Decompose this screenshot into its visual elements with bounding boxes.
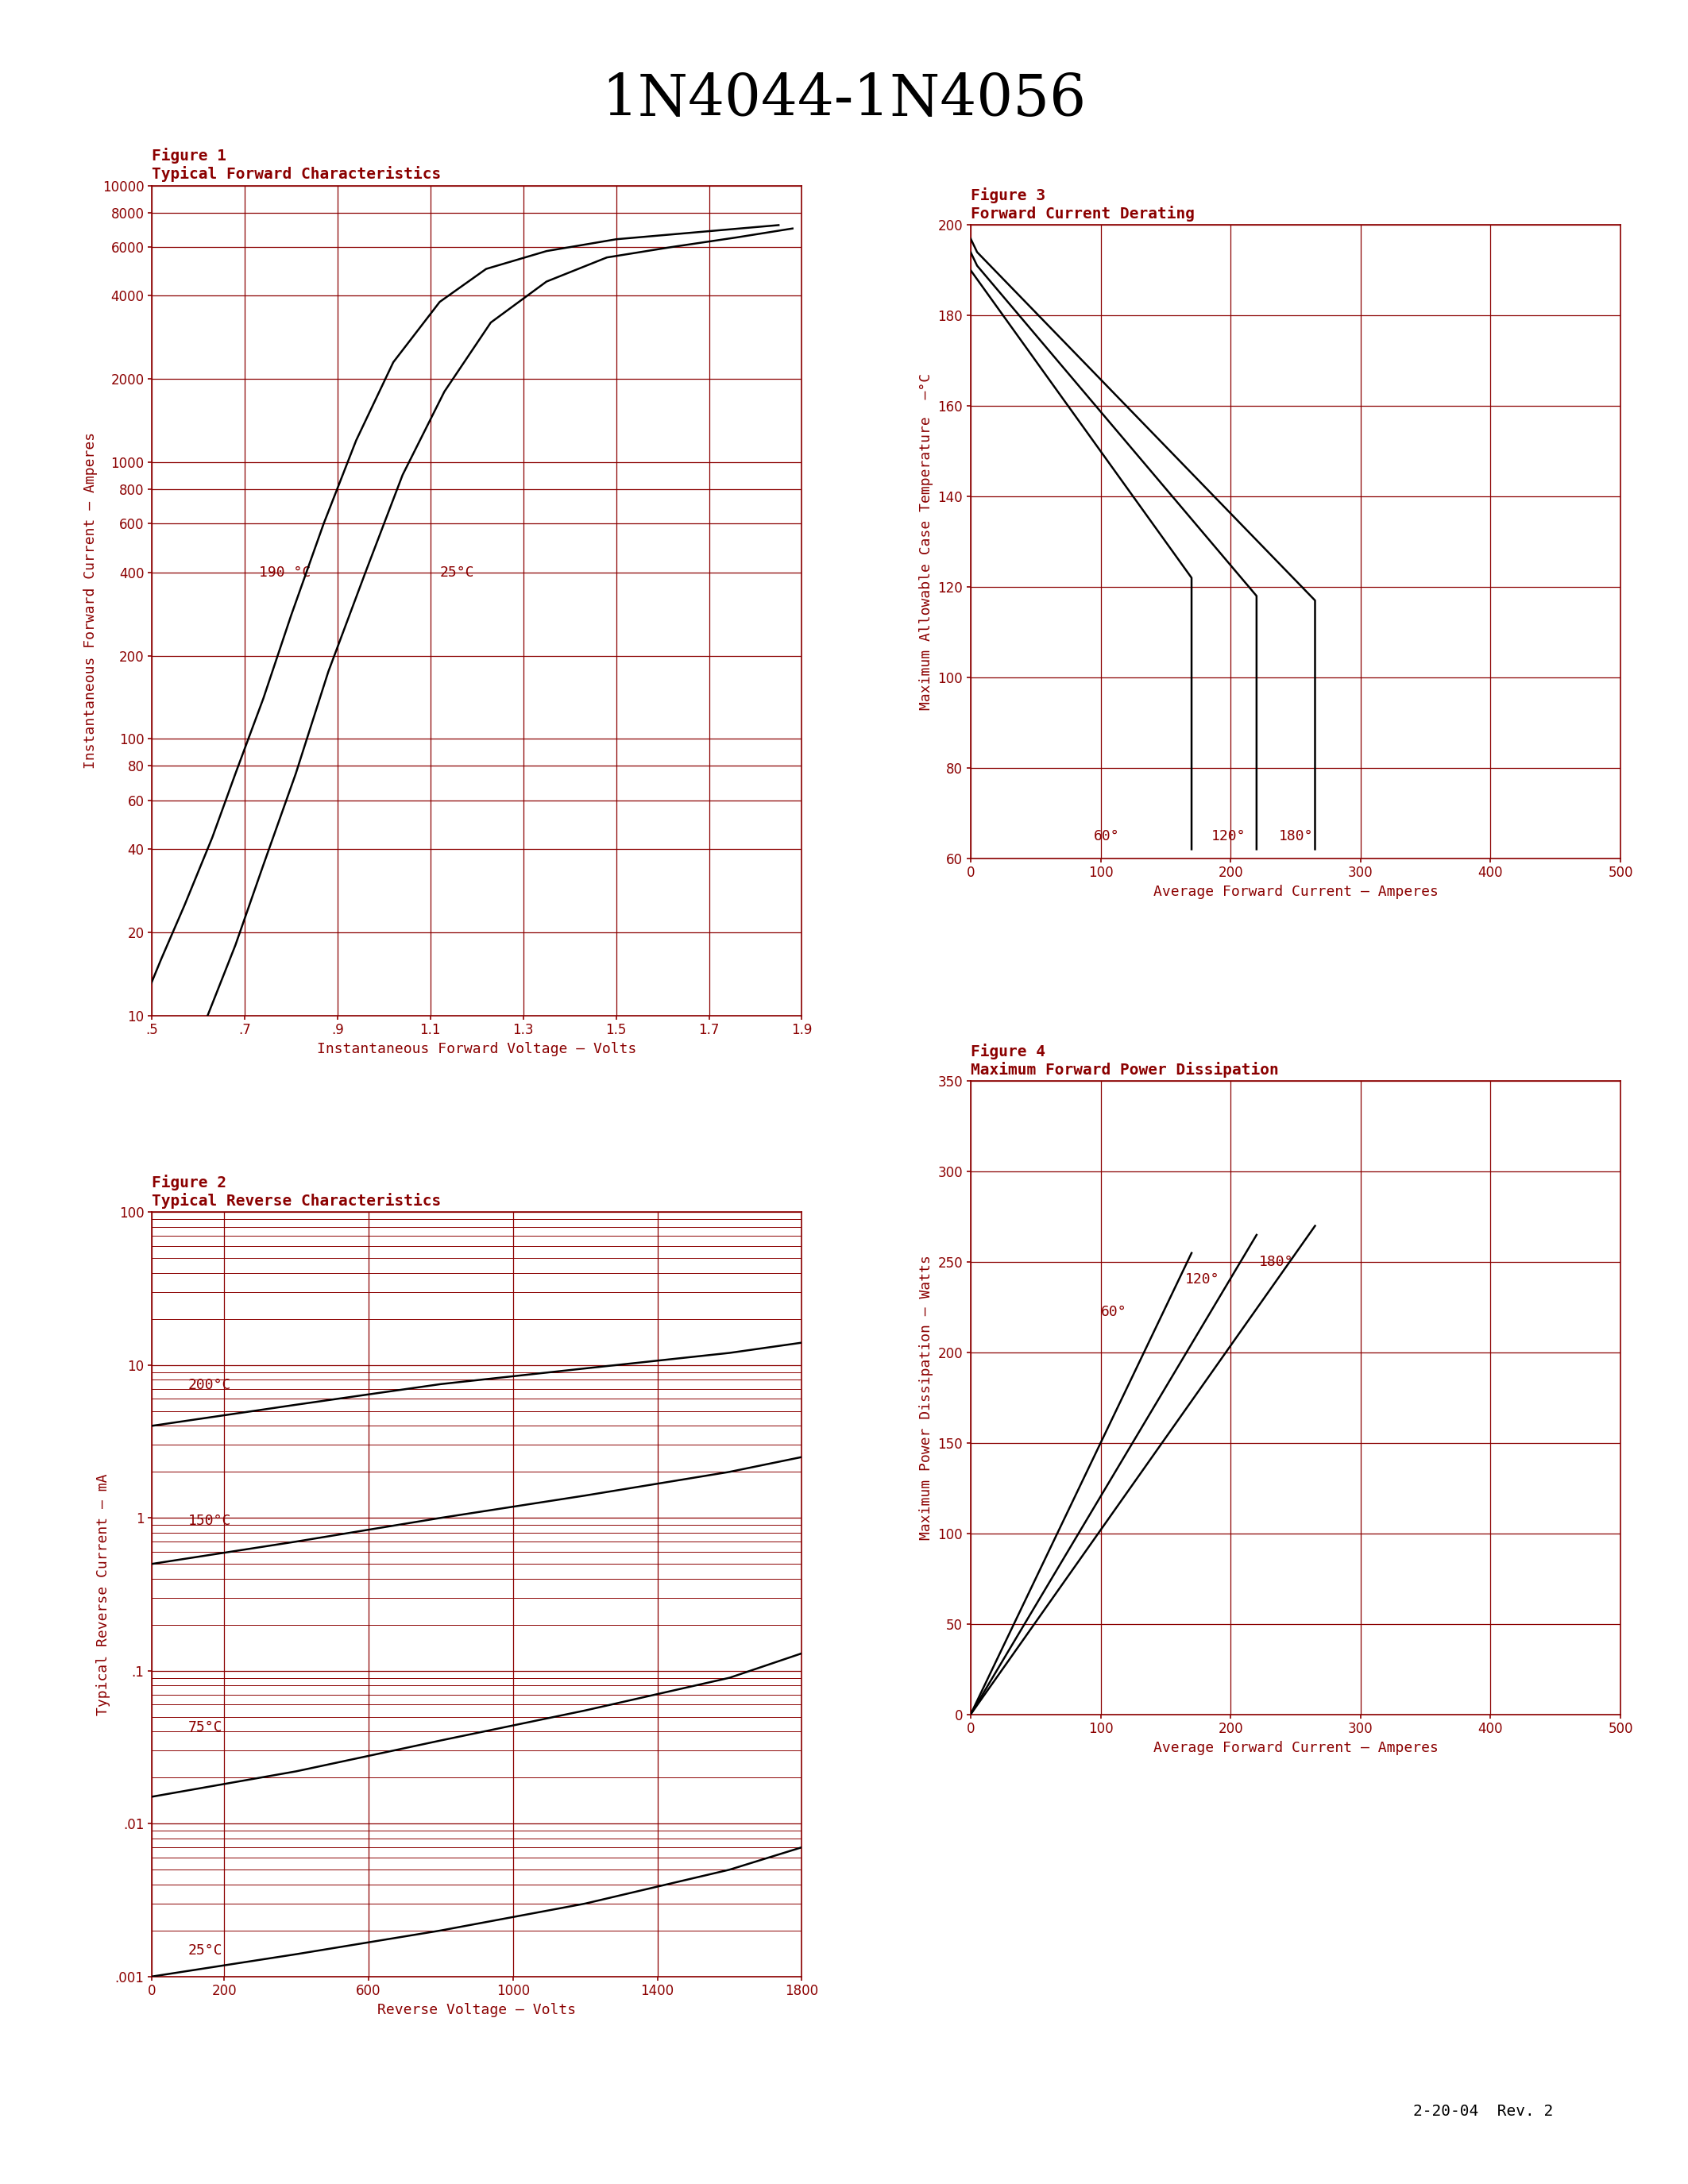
Y-axis label: Maximum Power Dissipation — Watts: Maximum Power Dissipation — Watts: [918, 1256, 933, 1540]
Text: 25°C: 25°C: [441, 566, 474, 579]
X-axis label: Reverse Voltage — Volts: Reverse Voltage — Volts: [378, 2003, 576, 2018]
Y-axis label: Typical Reverse Current — mA: Typical Reverse Current — mA: [96, 1474, 110, 1714]
Text: 120°: 120°: [1210, 830, 1246, 843]
X-axis label: Average Forward Current — Amperes: Average Forward Current — Amperes: [1153, 1741, 1438, 1756]
Text: 25°C: 25°C: [187, 1944, 223, 1957]
Text: 1N4044-1N4056: 1N4044-1N4056: [601, 72, 1087, 129]
Text: 75°C: 75°C: [187, 1721, 223, 1734]
Text: 60°: 60°: [1101, 1306, 1126, 1319]
Text: 2-20-04  Rev. 2: 2-20-04 Rev. 2: [1413, 2103, 1553, 2118]
Text: 120°: 120°: [1185, 1273, 1220, 1286]
Y-axis label: Maximum Allowable Case Temperature  —°C: Maximum Allowable Case Temperature —°C: [918, 373, 933, 710]
Text: Figure 2
Typical Reverse Characteristics: Figure 2 Typical Reverse Characteristics: [152, 1175, 441, 1208]
Text: 180°: 180°: [1278, 830, 1313, 843]
Y-axis label: Instantaneous Forward Current — Amperes: Instantaneous Forward Current — Amperes: [84, 432, 98, 769]
Text: Figure 4
Maximum Forward Power Dissipation: Figure 4 Maximum Forward Power Dissipati…: [971, 1044, 1278, 1077]
Text: 180°: 180°: [1259, 1254, 1293, 1269]
Text: 150°C: 150°C: [187, 1514, 231, 1529]
Text: Figure 1
Typical Forward Characteristics: Figure 1 Typical Forward Characteristics: [152, 149, 441, 181]
Text: 60°: 60°: [1094, 830, 1121, 843]
Text: 200°C: 200°C: [187, 1378, 231, 1391]
Text: Figure 3
Forward Current Derating: Figure 3 Forward Current Derating: [971, 188, 1195, 221]
X-axis label: Instantaneous Forward Voltage — Volts: Instantaneous Forward Voltage — Volts: [317, 1042, 636, 1057]
X-axis label: Average Forward Current — Amperes: Average Forward Current — Amperes: [1153, 885, 1438, 900]
Text: 190 °C: 190 °C: [258, 566, 311, 579]
